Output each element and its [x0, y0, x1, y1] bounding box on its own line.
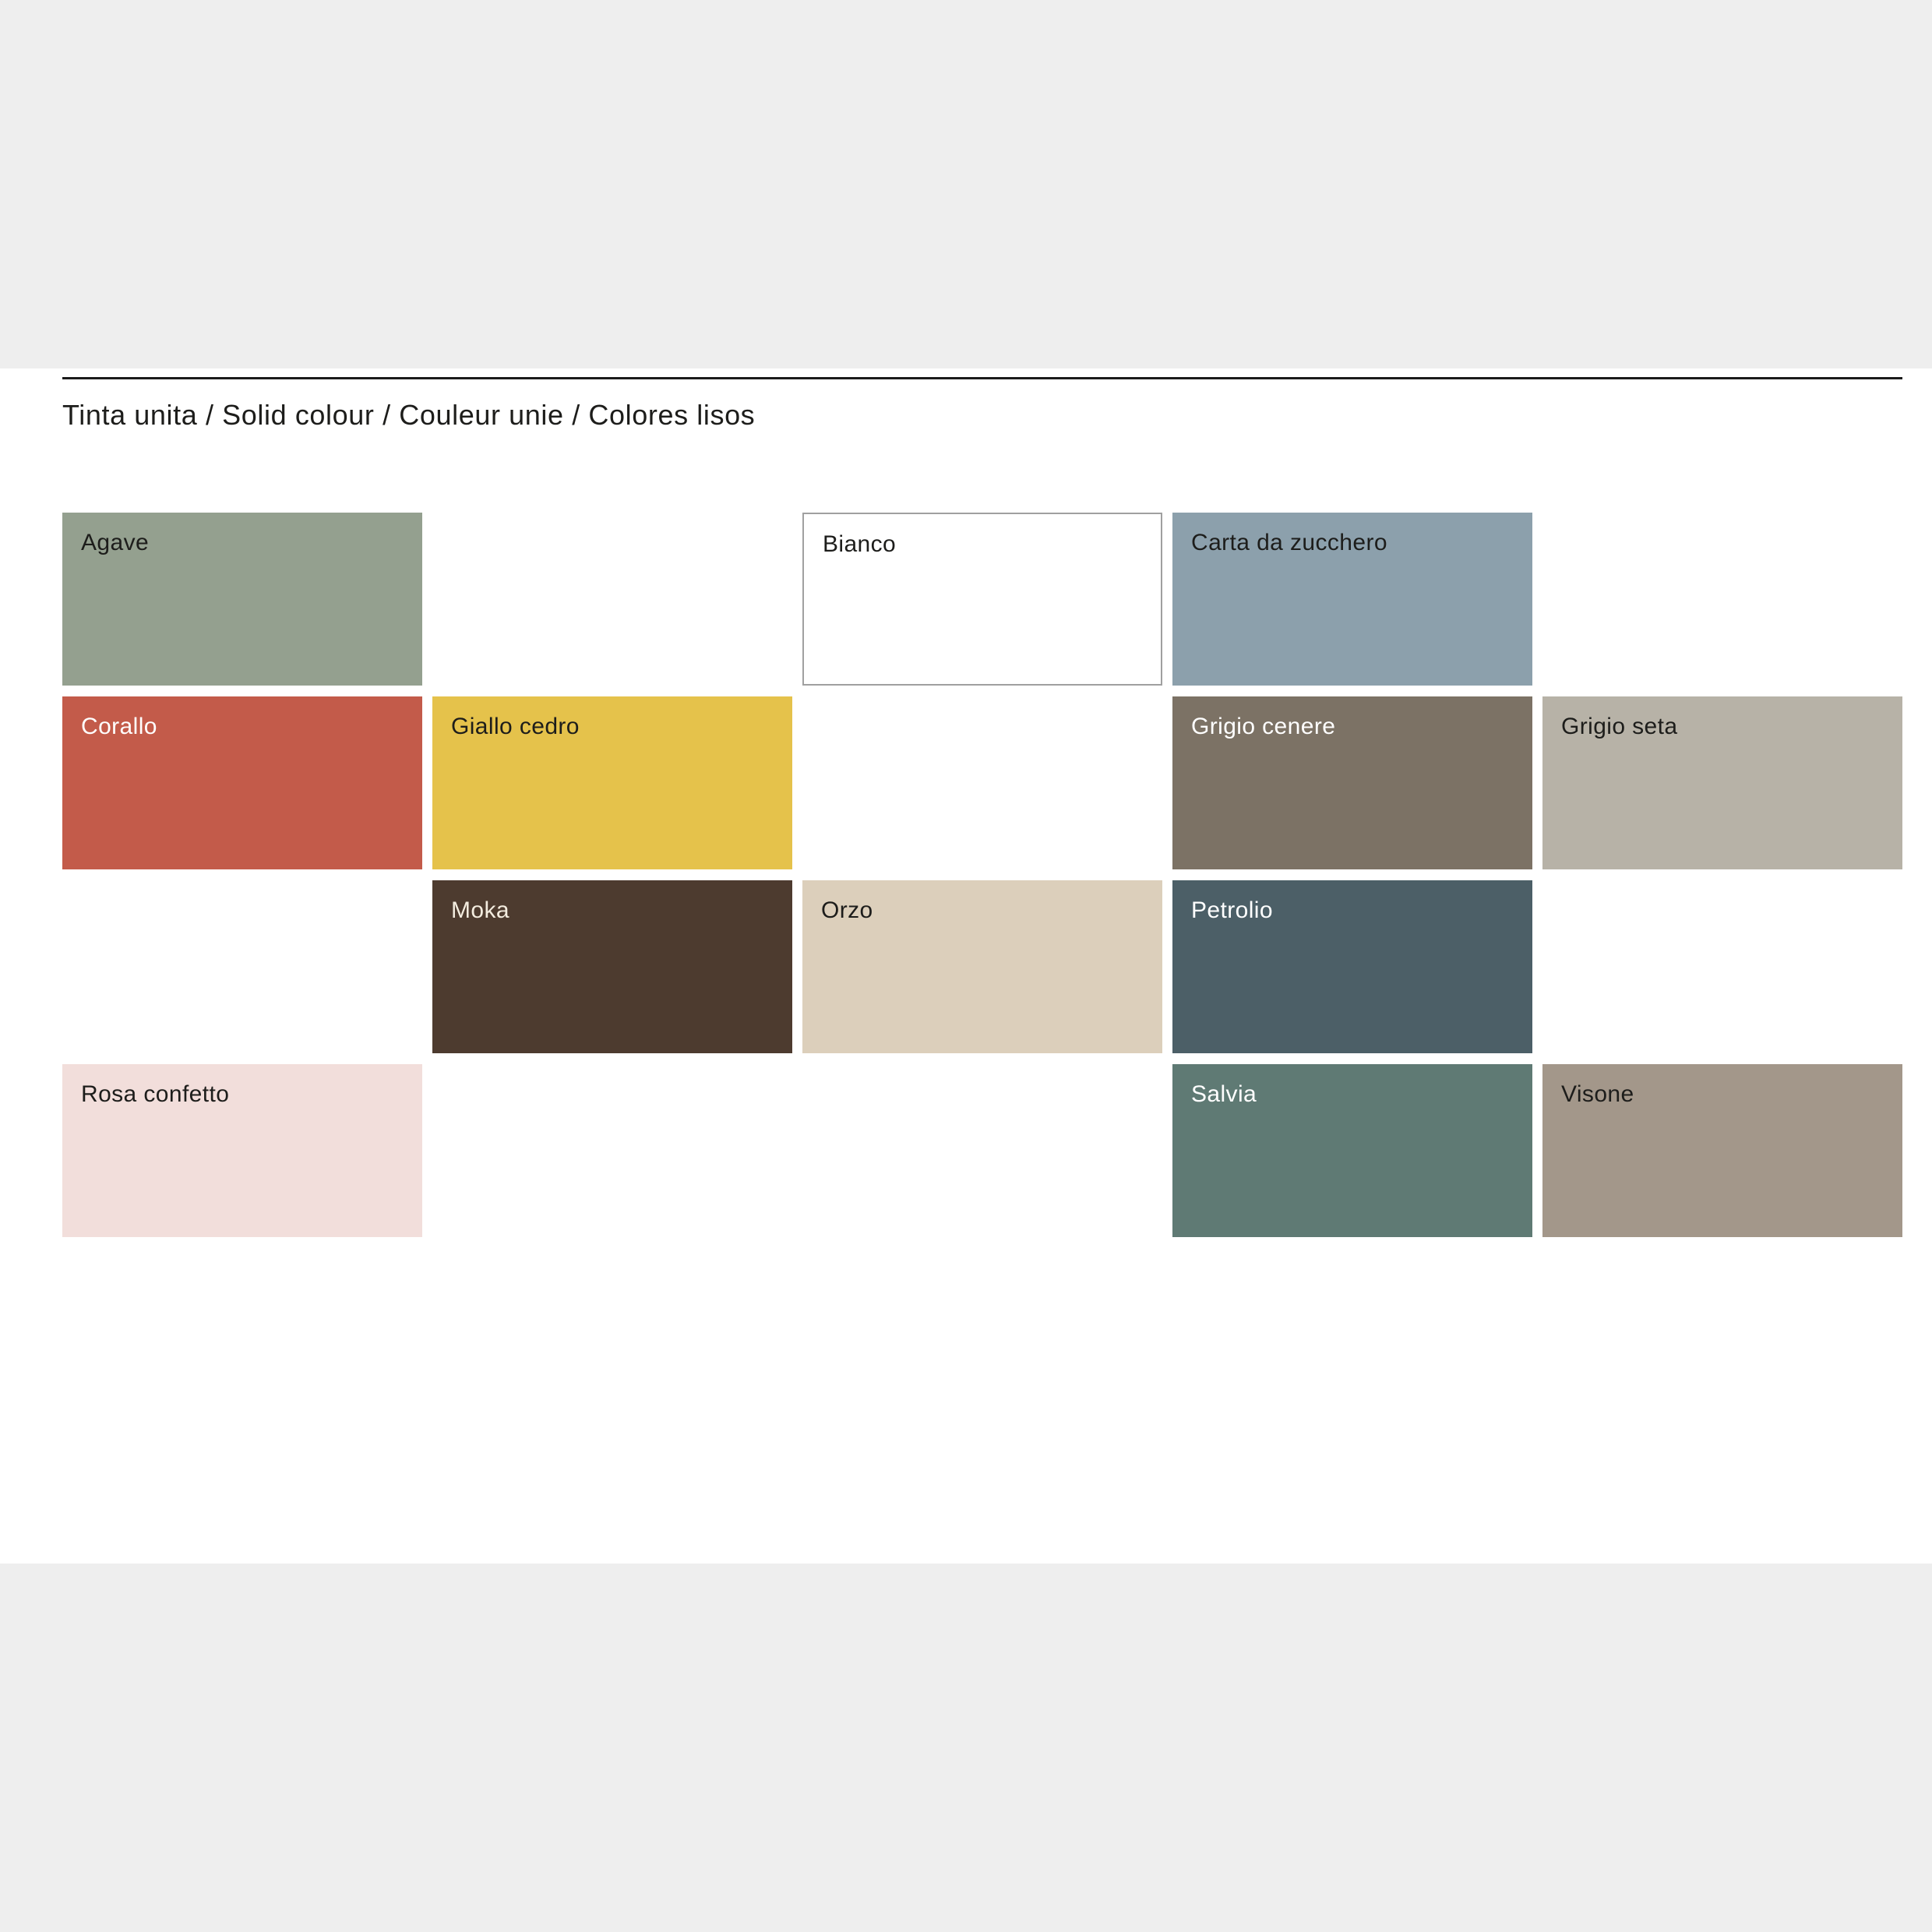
swatch-bianco: Bianco [802, 513, 1162, 686]
swatch-label: Bianco [823, 531, 897, 557]
swatch-label: Agave [81, 530, 150, 555]
swatch-orzo: Orzo [802, 880, 1162, 1053]
swatch-label: Corallo [81, 714, 157, 739]
swatch-label: Rosa confetto [81, 1081, 230, 1107]
swatch-label: Orzo [821, 897, 873, 923]
swatch-label: Petrolio [1191, 897, 1273, 923]
top-gray-band [0, 0, 1932, 368]
swatch-label: Grigio cenere [1191, 714, 1336, 739]
section-title: Tinta unita / Solid colour / Couleur uni… [62, 399, 756, 431]
swatch-moka: Moka [432, 880, 792, 1053]
swatch-grigio-cenere: Grigio cenere [1172, 696, 1532, 869]
swatch-salvia: Salvia [1172, 1064, 1532, 1237]
section-divider-line [62, 377, 1902, 379]
bottom-gray-band [0, 1564, 1932, 1932]
swatch-label: Moka [451, 897, 509, 923]
swatch-carta-da-zucchero: Carta da zucchero [1172, 513, 1532, 686]
swatch-visone: Visone [1542, 1064, 1902, 1237]
swatch-giallo-cedro: Giallo cedro [432, 696, 792, 869]
swatch-label: Grigio seta [1561, 714, 1678, 739]
swatch-rosa-confetto: Rosa confetto [62, 1064, 422, 1237]
swatch-petrolio: Petrolio [1172, 880, 1532, 1053]
swatch-grigio-seta: Grigio seta [1542, 696, 1902, 869]
swatch-label: Carta da zucchero [1191, 530, 1387, 555]
swatch-label: Salvia [1191, 1081, 1257, 1107]
swatch-agave: Agave [62, 513, 422, 686]
swatch-label: Giallo cedro [451, 714, 580, 739]
swatch-label: Visone [1561, 1081, 1634, 1107]
swatch-corallo: Corallo [62, 696, 422, 869]
